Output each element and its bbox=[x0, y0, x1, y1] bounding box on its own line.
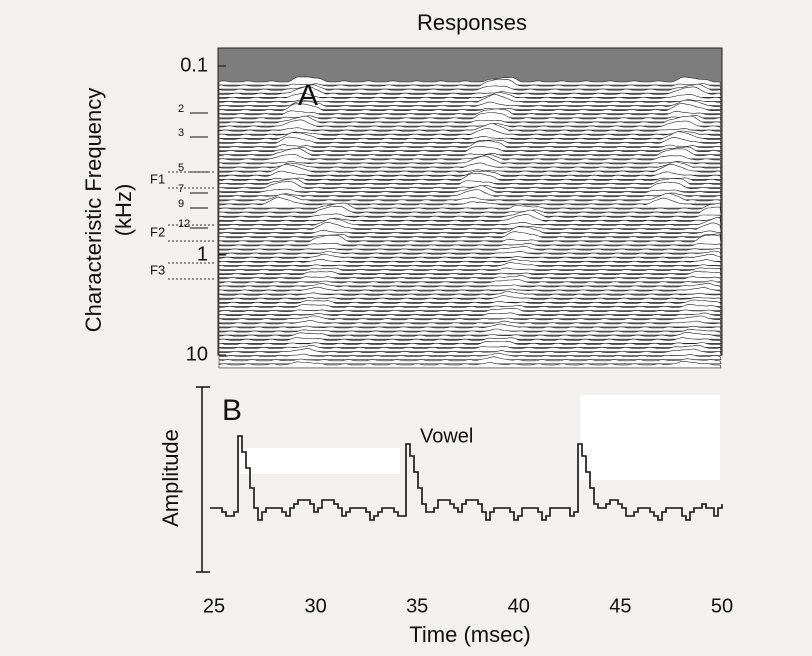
amplitude-label: Amplitude bbox=[158, 429, 183, 527]
response-trace bbox=[218, 344, 722, 352]
response-trace bbox=[218, 140, 722, 151]
harmonic-label: 2 bbox=[178, 103, 184, 115]
formant-label: F2 bbox=[150, 224, 165, 239]
harmonic-label: 12 bbox=[178, 218, 190, 230]
response-trace bbox=[218, 103, 722, 114]
response-trace bbox=[218, 178, 722, 188]
response-trace bbox=[218, 245, 722, 254]
response-trace bbox=[218, 99, 722, 110]
response-trace bbox=[218, 131, 722, 143]
response-trace bbox=[218, 331, 722, 340]
response-trace bbox=[218, 181, 722, 192]
neurogram bbox=[218, 76, 722, 369]
response-trace bbox=[218, 209, 722, 221]
vowel-label: Vowel bbox=[420, 425, 473, 447]
response-trace bbox=[218, 271, 722, 278]
response-trace bbox=[218, 94, 722, 106]
waveform bbox=[210, 435, 723, 521]
response-trace bbox=[218, 242, 722, 250]
erased-area bbox=[240, 448, 400, 474]
response-trace bbox=[218, 108, 722, 119]
response-trace bbox=[218, 315, 722, 324]
response-trace bbox=[218, 291, 722, 299]
response-trace bbox=[218, 161, 722, 172]
x-tick-label: 45 bbox=[609, 595, 631, 617]
x-tick-label: 35 bbox=[406, 595, 428, 617]
y-tick-label: 10 bbox=[186, 343, 208, 365]
response-trace bbox=[218, 83, 722, 94]
x-tick-label: 50 bbox=[711, 595, 733, 617]
response-trace bbox=[218, 226, 722, 237]
response-trace bbox=[218, 295, 722, 303]
response-trace bbox=[218, 356, 722, 365]
response-trace bbox=[218, 155, 722, 168]
response-trace bbox=[218, 253, 722, 262]
formant-label: F1 bbox=[150, 171, 165, 186]
response-trace bbox=[218, 320, 722, 328]
response-trace bbox=[218, 312, 722, 319]
response-trace bbox=[218, 262, 722, 270]
response-trace bbox=[218, 303, 722, 311]
response-trace bbox=[218, 163, 722, 176]
response-trace bbox=[218, 282, 722, 291]
response-trace bbox=[218, 115, 722, 127]
y-tick-label: 0.1 bbox=[180, 54, 208, 76]
response-trace bbox=[218, 340, 722, 348]
harmonic-label: 9 bbox=[178, 198, 184, 210]
harmonic-label: 5 bbox=[178, 162, 184, 174]
y-label-line1: Characteristic Frequency bbox=[81, 88, 106, 333]
response-trace bbox=[218, 299, 722, 307]
response-trace bbox=[218, 146, 722, 155]
response-trace bbox=[218, 91, 722, 102]
panel-a-title: Responses bbox=[417, 10, 527, 35]
y-label-line2: (kHz) bbox=[111, 184, 136, 237]
response-trace bbox=[218, 234, 722, 246]
formant-label: F3 bbox=[150, 262, 165, 277]
response-trace bbox=[218, 348, 722, 356]
x-axis-label: Time (msec) bbox=[409, 622, 530, 647]
response-trace bbox=[218, 217, 722, 229]
response-trace bbox=[218, 267, 722, 274]
x-tick-label: 40 bbox=[508, 595, 530, 617]
x-tick-label: 25 bbox=[203, 595, 225, 617]
response-trace bbox=[218, 221, 722, 233]
harmonic-label: 7 bbox=[178, 183, 184, 195]
response-trace bbox=[218, 279, 722, 287]
response-trace bbox=[218, 128, 722, 139]
response-trace bbox=[218, 275, 722, 283]
erased-area bbox=[580, 395, 720, 480]
response-trace bbox=[218, 153, 722, 164]
response-trace bbox=[218, 360, 722, 369]
response-trace bbox=[218, 352, 722, 360]
response-trace bbox=[218, 258, 722, 266]
response-trace bbox=[218, 119, 722, 131]
response-trace bbox=[218, 337, 722, 344]
panel-a-label: A bbox=[298, 79, 318, 112]
x-tick-label: 30 bbox=[304, 595, 326, 617]
response-trace bbox=[218, 250, 722, 258]
response-trace bbox=[218, 123, 722, 135]
response-trace bbox=[218, 328, 722, 336]
response-trace bbox=[218, 323, 722, 332]
response-trace bbox=[218, 85, 722, 98]
response-trace bbox=[218, 76, 722, 86]
response-trace bbox=[218, 78, 722, 90]
response-trace bbox=[218, 189, 722, 201]
response-trace bbox=[218, 205, 722, 217]
response-trace bbox=[218, 286, 722, 295]
response-trace bbox=[218, 192, 722, 205]
response-trace bbox=[218, 173, 722, 184]
response-trace bbox=[218, 136, 722, 147]
y-tick-label: 1 bbox=[197, 243, 208, 265]
response-trace bbox=[218, 231, 722, 242]
harmonic-label: 3 bbox=[178, 127, 184, 139]
response-trace bbox=[218, 307, 722, 315]
response-trace bbox=[218, 147, 722, 160]
panel-b-label: B bbox=[222, 394, 242, 427]
